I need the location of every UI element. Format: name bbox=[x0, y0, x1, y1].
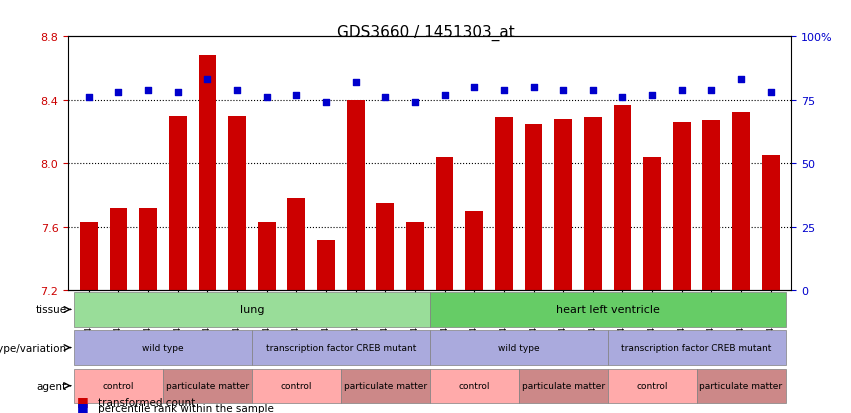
Bar bbox=[495, 118, 513, 291]
Text: control: control bbox=[281, 381, 312, 390]
Point bbox=[231, 87, 244, 94]
Point bbox=[586, 87, 600, 94]
Text: tissue: tissue bbox=[36, 305, 66, 315]
FancyBboxPatch shape bbox=[608, 369, 697, 403]
Bar bbox=[465, 211, 483, 291]
Bar bbox=[436, 158, 454, 291]
Text: control: control bbox=[103, 381, 134, 390]
Bar bbox=[614, 105, 631, 291]
Bar bbox=[673, 123, 691, 291]
Bar bbox=[643, 158, 661, 291]
FancyBboxPatch shape bbox=[74, 369, 163, 403]
Text: percentile rank within the sample: percentile rank within the sample bbox=[98, 403, 274, 413]
Point bbox=[260, 95, 273, 101]
FancyBboxPatch shape bbox=[340, 369, 430, 403]
Text: ■: ■ bbox=[77, 400, 89, 413]
Bar bbox=[702, 121, 720, 291]
Bar bbox=[168, 116, 186, 291]
Point bbox=[201, 77, 214, 83]
FancyBboxPatch shape bbox=[430, 330, 608, 365]
Bar bbox=[524, 124, 542, 291]
Text: transcription factor CREB mutant: transcription factor CREB mutant bbox=[621, 343, 772, 352]
Point bbox=[467, 85, 481, 91]
Point bbox=[82, 95, 95, 101]
Bar bbox=[732, 113, 750, 291]
Point bbox=[289, 92, 303, 99]
Text: wild type: wild type bbox=[498, 343, 540, 352]
Text: heart left ventricle: heart left ventricle bbox=[556, 305, 660, 315]
Bar bbox=[288, 199, 306, 291]
FancyBboxPatch shape bbox=[74, 330, 252, 365]
Point bbox=[437, 92, 451, 99]
Point bbox=[734, 77, 748, 83]
Text: wild type: wild type bbox=[142, 343, 184, 352]
Bar bbox=[376, 204, 394, 291]
FancyBboxPatch shape bbox=[430, 292, 785, 327]
Text: GDS3660 / 1451303_at: GDS3660 / 1451303_at bbox=[337, 25, 514, 41]
Point bbox=[645, 92, 659, 99]
Point bbox=[171, 90, 185, 96]
FancyBboxPatch shape bbox=[163, 369, 252, 403]
Point bbox=[705, 87, 718, 94]
Bar bbox=[584, 118, 602, 291]
FancyBboxPatch shape bbox=[74, 292, 430, 327]
Point bbox=[527, 85, 540, 91]
Point bbox=[319, 100, 333, 107]
Text: genotype/variation: genotype/variation bbox=[0, 343, 66, 353]
Point bbox=[615, 95, 629, 101]
Text: control: control bbox=[637, 381, 668, 390]
Point bbox=[141, 87, 155, 94]
FancyBboxPatch shape bbox=[608, 330, 785, 365]
Point bbox=[764, 90, 778, 96]
Point bbox=[557, 87, 570, 94]
Bar bbox=[198, 56, 216, 291]
Point bbox=[497, 87, 511, 94]
FancyBboxPatch shape bbox=[252, 330, 430, 365]
Text: ■: ■ bbox=[77, 394, 89, 407]
Point bbox=[675, 87, 688, 94]
Text: particulate matter: particulate matter bbox=[344, 381, 427, 390]
Text: transcription factor CREB mutant: transcription factor CREB mutant bbox=[266, 343, 416, 352]
Bar bbox=[406, 223, 424, 291]
Bar bbox=[110, 208, 128, 291]
FancyBboxPatch shape bbox=[697, 369, 785, 403]
FancyBboxPatch shape bbox=[252, 369, 340, 403]
Text: particulate matter: particulate matter bbox=[700, 381, 783, 390]
Bar bbox=[140, 208, 157, 291]
Bar bbox=[228, 116, 246, 291]
Point bbox=[379, 95, 392, 101]
Text: particulate matter: particulate matter bbox=[166, 381, 249, 390]
Point bbox=[349, 79, 363, 86]
Point bbox=[111, 90, 125, 96]
Point bbox=[408, 100, 422, 107]
Bar bbox=[554, 119, 572, 291]
Text: transformed count: transformed count bbox=[98, 397, 195, 407]
Text: agent: agent bbox=[37, 381, 66, 391]
Bar bbox=[258, 223, 276, 291]
Bar bbox=[346, 100, 364, 291]
FancyBboxPatch shape bbox=[519, 369, 608, 403]
FancyBboxPatch shape bbox=[430, 369, 519, 403]
Text: lung: lung bbox=[240, 305, 264, 315]
Text: control: control bbox=[459, 381, 490, 390]
Bar bbox=[80, 223, 98, 291]
Bar bbox=[762, 156, 780, 291]
Bar bbox=[317, 240, 335, 291]
Text: particulate matter: particulate matter bbox=[522, 381, 605, 390]
